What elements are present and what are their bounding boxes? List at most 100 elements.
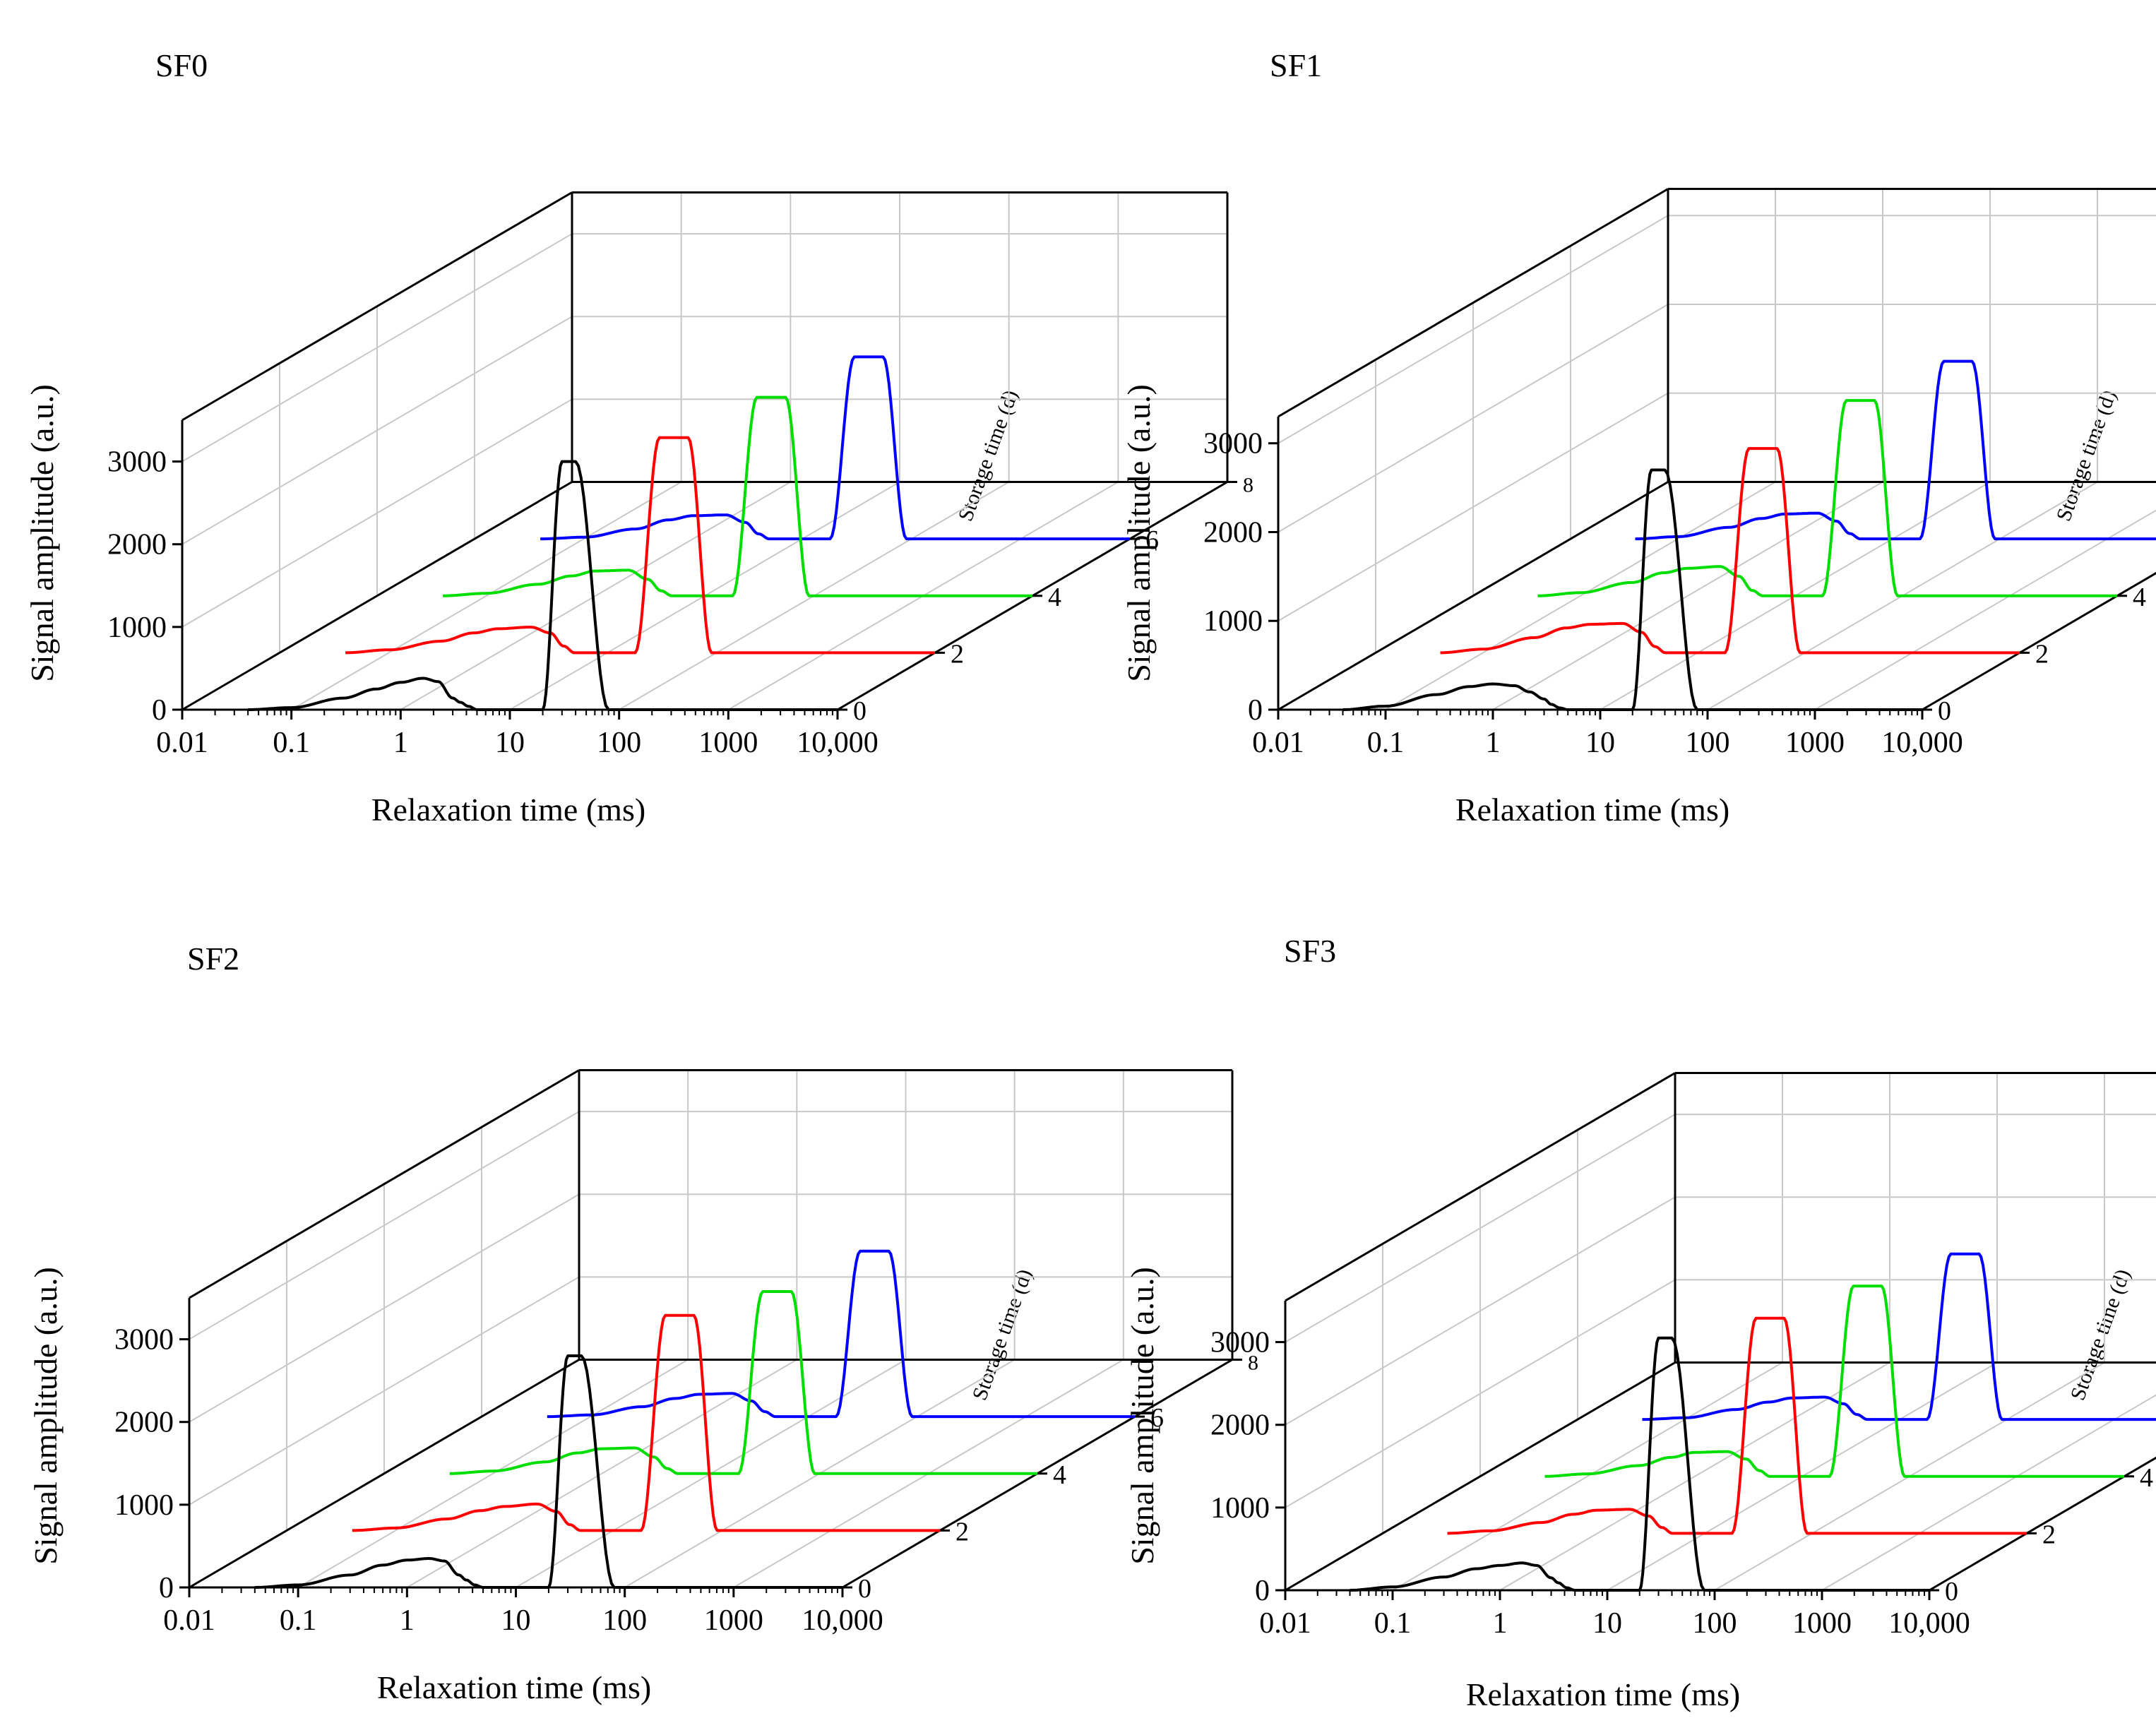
y-tick-label: 1000 (107, 612, 167, 644)
z-tick-label: 6 (1150, 1403, 1164, 1433)
series-group (1342, 359, 2156, 711)
grid (189, 1070, 1232, 1588)
series-line-storage-6 (1635, 359, 2156, 541)
y-axis-title: Signal amplitude (a.u.) (28, 1267, 64, 1565)
y-tick-label: 0 (1248, 694, 1263, 727)
z-axis-title: Storage time (d) (968, 1266, 1037, 1403)
frame (1268, 188, 2156, 720)
series-line-storage-6 (547, 1249, 1135, 1419)
y-tick-label: 3000 (1203, 428, 1263, 460)
grid-line (291, 481, 682, 710)
series-line-storage-2 (1447, 1316, 2027, 1535)
y-tick-label: 1000 (1210, 1492, 1270, 1525)
x-tick-label: 100 (597, 727, 641, 759)
x-tick-label: 0.01 (1259, 1607, 1311, 1640)
series-line-storage-6 (540, 355, 1130, 541)
z-axis-title: Storage time (d) (2052, 387, 2121, 524)
x-tick-label: 0.01 (1252, 727, 1304, 759)
series-line-storage-0 (1350, 1336, 1929, 1592)
y-tick-label: 0 (1255, 1575, 1270, 1607)
y-tick-label: 3000 (107, 446, 167, 479)
x-tick-label: 10,000 (1888, 1607, 1970, 1640)
z-tick-label: 4 (1053, 1460, 1066, 1490)
z-tick-label: 2 (2042, 1520, 2056, 1549)
x-tick-label: 100 (602, 1604, 647, 1637)
x-tick-label: 10,000 (797, 727, 879, 759)
panel-sf3: SF3 Relaxation time (ms) Signal amplitud… (1124, 933, 2156, 1712)
panel-sf2: SF2 Relaxation time (ms) Signal amplitud… (28, 941, 1258, 1705)
series-line-storage-2 (345, 436, 935, 655)
series-line-storage-4 (443, 395, 1032, 597)
x-tick-label: 10,000 (1881, 727, 1963, 759)
x-tick-label: 0.1 (1374, 1607, 1412, 1640)
z-tick-label: 2 (955, 1517, 969, 1546)
y-axis-title: Signal amplitude (a.u.) (24, 384, 60, 682)
grid (1277, 189, 2156, 710)
frame-edge (1285, 1072, 1676, 1302)
series-line-storage-2 (1440, 447, 2020, 655)
grid-line (297, 1359, 689, 1588)
frame (179, 1069, 1242, 1597)
x-tick-label: 1000 (704, 1604, 763, 1637)
x-tick-label: 0.1 (273, 727, 310, 759)
frame-edge (1277, 188, 1669, 418)
z-tick-label: 6 (1145, 525, 1159, 555)
z-axis-title: Storage time (d) (2066, 1266, 2136, 1403)
x-tick-label: 0.1 (1367, 727, 1405, 759)
frame-edge (1285, 1361, 1676, 1592)
y-tick-label: 3000 (1210, 1327, 1270, 1359)
y-tick-label: 0 (152, 694, 167, 727)
grid-line (1492, 481, 1883, 710)
x-tick-label: 10 (501, 1604, 531, 1637)
grid-line (406, 1359, 797, 1588)
y-tick-label: 1000 (114, 1489, 174, 1522)
x-tick-label: 100 (1693, 1607, 1737, 1640)
y-axis-title: Signal amplitude (a.u.) (1121, 384, 1157, 682)
frame-edge (181, 481, 573, 711)
x-tick-label: 10 (1585, 727, 1615, 759)
series-line-storage-0 (248, 460, 838, 711)
frame (1275, 1072, 2156, 1600)
series-group (248, 355, 1130, 711)
y-tick-label: 1000 (1203, 605, 1263, 638)
series-line-storage-4 (1544, 1284, 2124, 1478)
x-tick-label: 1000 (1792, 1607, 1852, 1640)
series-line-storage-4 (449, 1290, 1037, 1475)
series-line-storage-6 (1642, 1252, 2156, 1421)
x-tick-label: 1 (400, 1604, 415, 1637)
y-tick-label: 3000 (114, 1324, 174, 1357)
x-tick-label: 10 (1592, 1607, 1622, 1640)
panel-title: SF2 (187, 941, 239, 977)
grid-line (1385, 481, 1776, 710)
x-tick-label: 1000 (698, 727, 758, 759)
frame-edge (181, 191, 573, 422)
grid (1285, 1073, 2156, 1591)
series-line-storage-0 (254, 1354, 842, 1589)
panel-sf1: SF1 Relaxation time (ms) Signal amplitud… (1121, 47, 2156, 828)
frame-edge (189, 1359, 580, 1589)
grid (181, 192, 1227, 710)
y-axis-title: Signal amplitude (a.u.) (1124, 1267, 1160, 1565)
series-line-storage-4 (1537, 399, 2117, 597)
y-tick-label: 2000 (114, 1407, 174, 1439)
z-tick-label: 4 (2133, 583, 2146, 612)
series-line-storage-2 (352, 1313, 940, 1532)
series-group (254, 1249, 1135, 1589)
grid-line (400, 481, 791, 710)
z-tick-label: 0 (853, 696, 866, 726)
x-tick-label: 10 (495, 727, 525, 759)
x-tick-label: 1 (1486, 727, 1501, 759)
y-tick-label: 2000 (1210, 1409, 1270, 1442)
x-tick-label: 10,000 (802, 1604, 883, 1637)
z-tick-label: 8 (1248, 1352, 1258, 1375)
x-tick-label: 0.01 (163, 1604, 215, 1637)
frame-edge (189, 1069, 580, 1299)
panel-title: SF3 (1284, 933, 1336, 969)
x-axis-title: Relaxation time (ms) (371, 792, 645, 828)
y-tick-label: 0 (159, 1572, 174, 1604)
panel-title: SF0 (155, 47, 208, 83)
frame-edge (1277, 481, 1669, 711)
z-axis-title: Storage time (d) (954, 387, 1023, 524)
x-tick-label: 0.01 (156, 727, 208, 759)
